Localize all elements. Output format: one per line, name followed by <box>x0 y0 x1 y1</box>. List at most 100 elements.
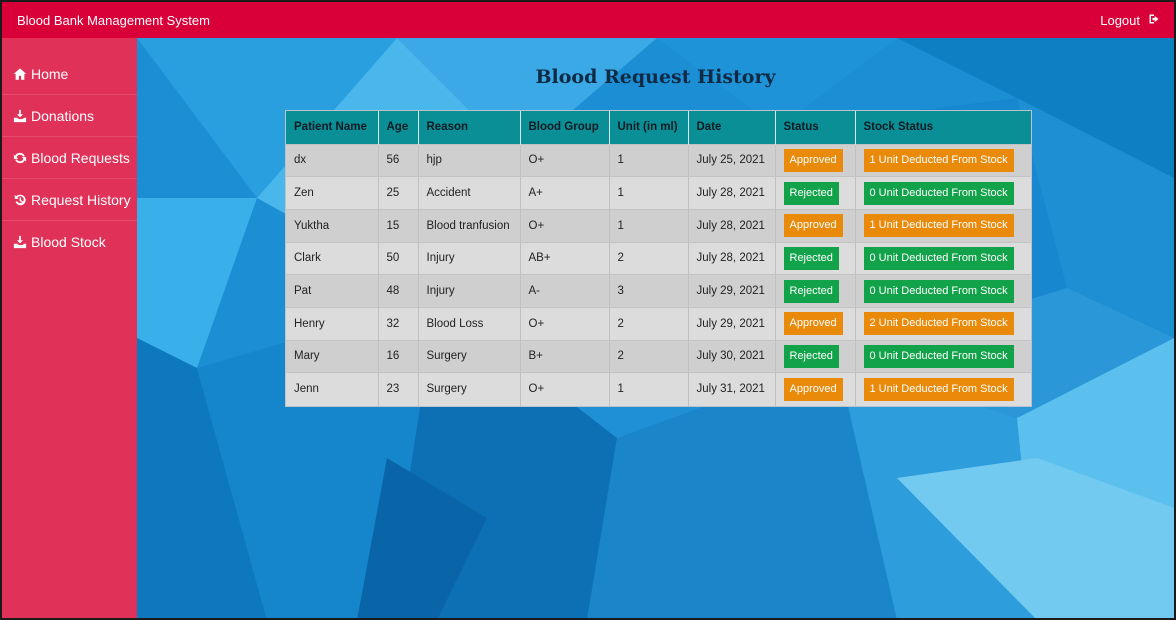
table-row: Yuktha 15 Blood tranfusion O+ 1 July 28, 2021… <box>286 208 1031 243</box>
column-header: Blood Group <box>520 111 610 144</box>
status-cell: Rejected <box>775 274 856 308</box>
home-icon <box>13 67 29 81</box>
stock-status-badge: 0 Unit Deducted From Stock <box>863 344 1014 368</box>
unit-cell: 1 <box>609 176 689 210</box>
sidebar-item-home[interactable]: Home <box>2 53 137 95</box>
patient-name-cell: Yuktha <box>286 208 379 243</box>
sidebar-item-donations[interactable]: Donations <box>2 95 137 137</box>
date-cell: July 31, 2021 <box>688 372 776 406</box>
unit-cell: 1 <box>609 372 689 406</box>
status-badge: Rejected <box>783 279 839 303</box>
table-row: Clark 50 Injury AB+ 2 July 28, 2021 Rejected 0 … <box>286 241 1031 275</box>
age-cell: 16 <box>378 339 419 373</box>
age-cell: 56 <box>378 143 419 177</box>
stock-status-cell: 0 Unit Deducted From Stock <box>855 274 1031 308</box>
reason-cell: Blood Loss <box>418 306 521 341</box>
patient-name-cell: Clark <box>286 241 379 275</box>
status-cell: Approved <box>775 143 856 177</box>
date-cell: July 28, 2021 <box>688 241 776 275</box>
status-badge: Approved <box>783 312 843 336</box>
patient-name-cell: Henry <box>286 306 379 341</box>
status-badge: Approved <box>783 377 843 401</box>
sidebar-item-request-history[interactable]: Request History <box>2 179 137 221</box>
status-cell: Rejected <box>775 176 856 210</box>
age-cell: 15 <box>378 208 419 243</box>
donation-icon <box>13 235 29 249</box>
reason-cell: hjp <box>418 143 521 177</box>
app-title[interactable]: Blood Bank Management System <box>17 12 210 28</box>
blood-group-cell: B+ <box>520 339 610 373</box>
blood-group-cell: O+ <box>520 143 610 177</box>
stock-status-cell: 2 Unit Deducted From Stock <box>855 306 1031 341</box>
status-badge: Rejected <box>783 344 839 368</box>
column-header: Patient Name <box>286 111 379 144</box>
status-cell: Approved <box>775 306 856 341</box>
blood-group-cell: AB+ <box>520 241 610 275</box>
status-cell: Approved <box>775 372 856 406</box>
blood-group-cell: O+ <box>520 306 610 341</box>
age-cell: 23 <box>378 372 419 406</box>
sidebar: Home Donations Blood Requests Request Hi… <box>2 38 137 618</box>
main-content: Blood Request History Patient Name Age R… <box>137 38 1174 618</box>
history-icon <box>13 193 29 207</box>
status-badge: Approved <box>783 214 843 238</box>
unit-cell: 2 <box>609 241 689 275</box>
stock-status-cell: 1 Unit Deducted From Stock <box>855 143 1031 177</box>
stock-status-badge: 0 Unit Deducted From Stock <box>863 279 1014 303</box>
stock-status-cell: 0 Unit Deducted From Stock <box>855 241 1031 275</box>
table-row: Pat 48 Injury A- 3 July 29, 2021 Rejected 0 Uni… <box>286 274 1031 308</box>
date-cell: July 30, 2021 <box>688 339 776 373</box>
status-badge: Rejected <box>783 181 839 205</box>
stock-status-cell: 1 Unit Deducted From Stock <box>855 372 1031 406</box>
age-cell: 25 <box>378 176 419 210</box>
age-cell: 50 <box>378 241 419 275</box>
sidebar-item-label: Home <box>31 65 69 82</box>
unit-cell: 2 <box>609 339 689 373</box>
stock-status-cell: 0 Unit Deducted From Stock <box>855 339 1031 373</box>
status-cell: Approved <box>775 208 856 243</box>
sidebar-item-label: Blood Requests <box>31 149 130 166</box>
reason-cell: Blood tranfusion <box>418 208 521 243</box>
reason-cell: Injury <box>418 241 521 275</box>
stock-status-cell: 0 Unit Deducted From Stock <box>855 176 1031 210</box>
column-header: Date <box>688 111 776 144</box>
stock-status-badge: 0 Unit Deducted From Stock <box>863 246 1014 270</box>
age-cell: 32 <box>378 306 419 341</box>
donation-icon <box>13 109 29 123</box>
sidebar-item-blood-stock[interactable]: Blood Stock <box>2 221 137 263</box>
patient-name-cell: dx <box>286 143 379 177</box>
sidebar-item-label: Request History <box>31 191 131 208</box>
column-header: Stock Status <box>863 121 934 134</box>
unit-cell: 3 <box>609 274 689 308</box>
blood-group-cell: A+ <box>520 176 610 210</box>
stock-status-badge: 1 Unit Deducted From Stock <box>863 377 1014 401</box>
status-badge: Approved <box>783 148 843 172</box>
sidebar-item-label: Blood Stock <box>31 234 106 250</box>
date-cell: July 29, 2021 <box>688 274 776 308</box>
column-header: Unit (in ml) <box>609 111 689 144</box>
status-badge: Rejected <box>783 246 839 270</box>
unit-cell: 1 <box>609 143 689 177</box>
stock-status-badge: 2 Unit Deducted From Stock <box>863 312 1014 336</box>
logout-label: Logout <box>1100 12 1140 28</box>
table-header-row: Patient Name Age Reason Blood Group Unit… <box>286 111 1031 144</box>
date-cell: July 29, 2021 <box>688 306 776 341</box>
blood-group-cell: O+ <box>520 208 610 243</box>
table-row: Mary 16 Surgery B+ 2 July 30, 2021 Rejected 0 U… <box>286 339 1031 373</box>
table-row: Henry 32 Blood Loss O+ 2 July 29, 2021 Approve… <box>286 306 1031 341</box>
patient-name-cell: Zen <box>286 176 379 210</box>
reason-cell: Injury <box>418 274 521 308</box>
top-navbar: Blood Bank Management System Logout <box>2 2 1174 38</box>
request-history-table: Patient Name Age Reason Blood Group Unit… <box>285 110 1032 407</box>
date-cell: July 28, 2021 <box>688 208 776 243</box>
sidebar-item-blood-requests[interactable]: Blood Requests <box>2 137 137 179</box>
date-cell: July 28, 2021 <box>688 176 776 210</box>
unit-cell: 2 <box>609 306 689 341</box>
patient-name-cell: Jenn <box>286 372 379 406</box>
age-cell: 48 <box>378 274 419 308</box>
column-header: Reason <box>418 111 521 144</box>
logout-button[interactable]: Logout <box>1100 13 1160 28</box>
table-row: dx 56 hjp O+ 1 July 25, 2021 Approved 1 Unit De… <box>286 143 1031 177</box>
blood-group-cell: A- <box>520 274 610 308</box>
